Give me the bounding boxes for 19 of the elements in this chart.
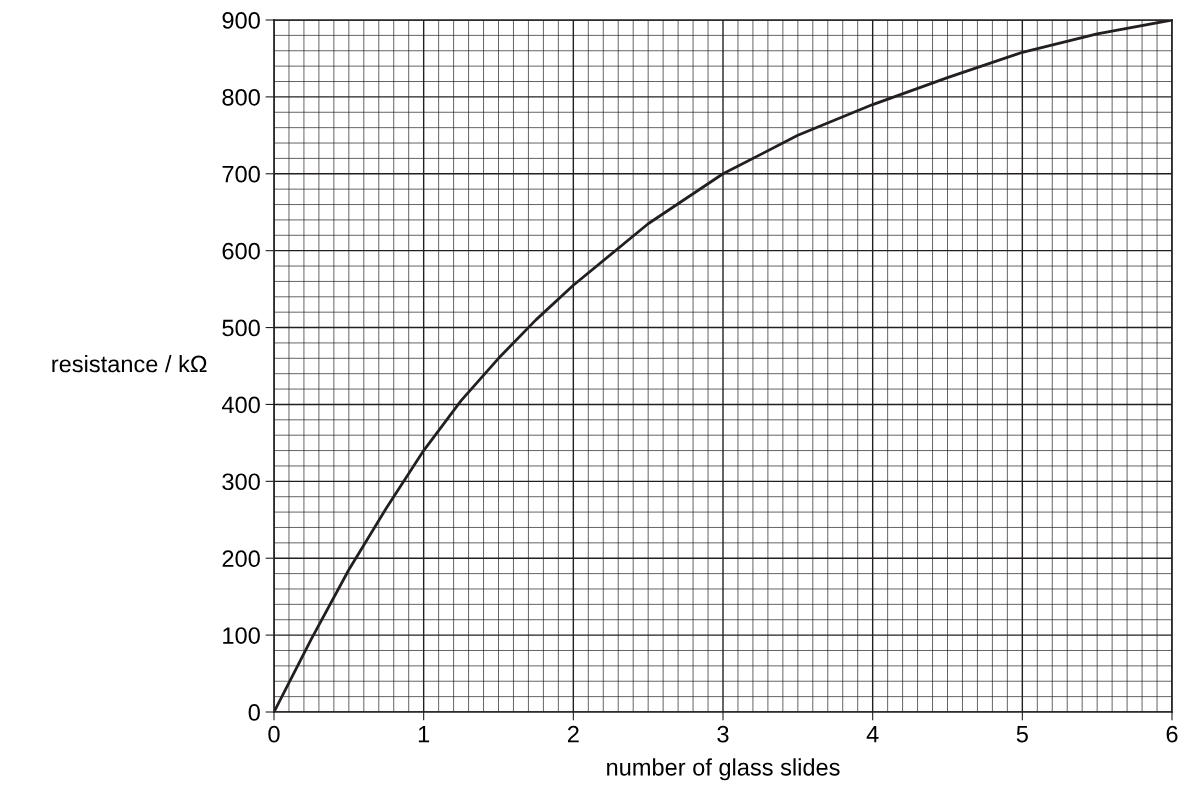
- y-tick-label: 400: [221, 396, 260, 414]
- x-tick-label: 6: [1166, 725, 1178, 743]
- x-tick-label: 1: [418, 726, 430, 743]
- y-tick-label: 0: [248, 704, 260, 721]
- y-tick-label: 700: [222, 165, 260, 183]
- y-tick-label: 300: [222, 473, 260, 491]
- x-axis-title: number of glass slides: [607, 758, 840, 781]
- x-tick-label: 5: [1016, 726, 1028, 743]
- y-tick-label: 100: [223, 627, 260, 644]
- y-tick-label: 500: [222, 319, 260, 337]
- y-tick-label: 200: [222, 550, 260, 568]
- y-tick-label: 800: [222, 88, 260, 106]
- x-tick-label: 3: [717, 725, 729, 743]
- x-tick-label: 4: [866, 726, 879, 743]
- y-axis-title: resistance / kΩ: [52, 355, 207, 373]
- y-tick-label: 600: [222, 242, 260, 260]
- x-tick-label: 2: [567, 725, 579, 743]
- y-tick-label: 900: [222, 12, 260, 29]
- x-tick-label: 0: [268, 725, 280, 743]
